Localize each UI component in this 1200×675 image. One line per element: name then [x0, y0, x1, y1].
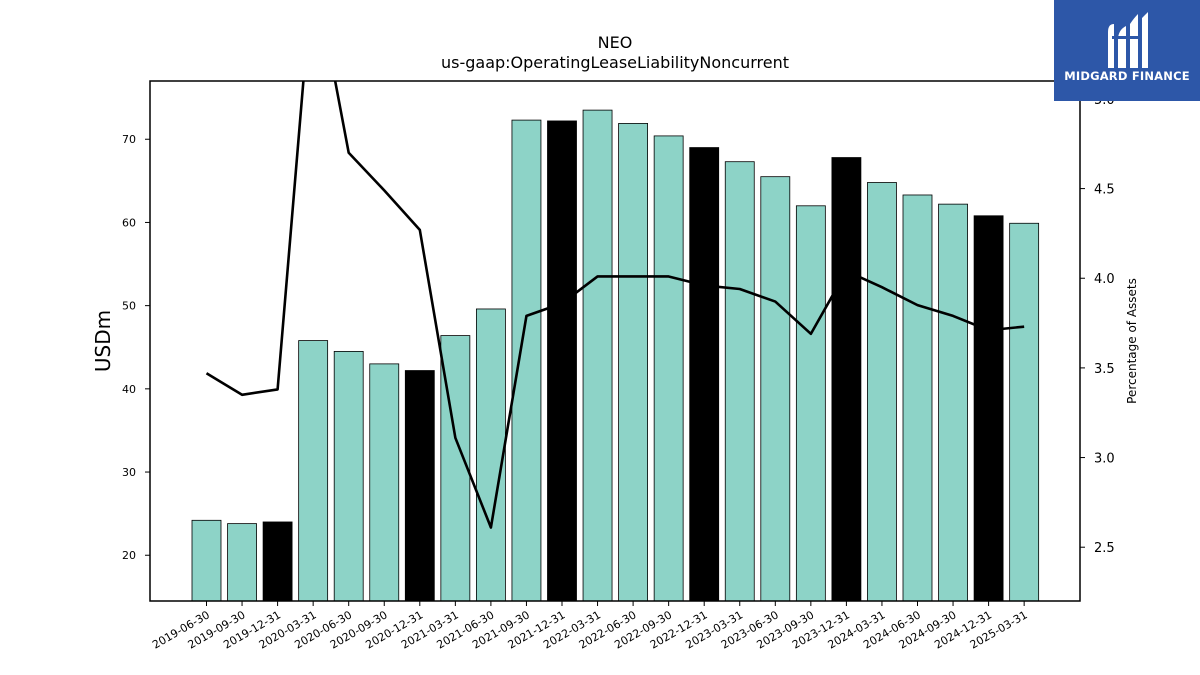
brand-logo: MIDGARD FINANCE — [1054, 0, 1200, 101]
y-tick-label: 50 — [122, 300, 136, 313]
line-group — [205, 81, 1025, 529]
bar-2024-06-30 — [902, 194, 933, 602]
bar-2022-09-30 — [653, 135, 684, 602]
bar-2020-12-31 — [404, 370, 435, 602]
bar-2025-03-31 — [1009, 222, 1040, 602]
bar-2024-09-30 — [938, 203, 968, 602]
bars-group — [191, 109, 1040, 602]
bar-2021-06-30 — [475, 308, 506, 602]
bar-2023-06-30 — [760, 176, 791, 602]
y-tick-label: 40 — [122, 383, 136, 396]
bar-2021-09-30 — [511, 119, 542, 602]
y2-axis-label: Percentage of Assets — [1125, 278, 1139, 404]
bar-2023-12-31 — [831, 157, 862, 602]
y2-tick-label: 3.0 — [1094, 452, 1115, 467]
bar-2024-12-31 — [973, 215, 1004, 602]
midgard-logo-icon — [1108, 12, 1148, 68]
bar-2021-12-31 — [547, 120, 577, 602]
chart-subtitle: us-gaap:OperatingLeaseLiabilityNoncurren… — [441, 53, 789, 72]
brand-logo-text: MIDGARD FINANCE — [1064, 69, 1190, 83]
bar-2022-06-30 — [618, 123, 648, 602]
bar-2020-03-31 — [298, 340, 329, 602]
y-tick-label: 70 — [122, 133, 136, 146]
chart-title: NEO — [598, 33, 633, 52]
bar-2019-09-30 — [227, 523, 257, 602]
bar-2020-06-30 — [333, 350, 364, 602]
y-tick-label: 60 — [122, 216, 136, 229]
bar-2023-03-31 — [724, 161, 755, 602]
y-tick-label: 30 — [122, 466, 136, 479]
y2-tick-label: 2.5 — [1094, 541, 1115, 556]
y2-tick-label: 4.0 — [1094, 272, 1115, 287]
y2-tick-label: 3.5 — [1094, 362, 1115, 377]
y-axis-left: 20 30 40 50 60 70 — [122, 133, 150, 562]
y-tick-label: 20 — [122, 549, 136, 562]
x-axis: 2019-06-302019-09-302019-12-312020-03-31… — [150, 601, 1030, 652]
bar-2022-12-31 — [689, 147, 720, 602]
line-percentage-of-assets — [205, 81, 1025, 529]
y-axis-label: USDm — [91, 310, 115, 372]
plot-frame — [149, 80, 1081, 602]
bar-2022-03-31 — [582, 109, 613, 602]
bar-2019-06-30 — [191, 519, 222, 602]
bar-2019-12-31 — [262, 521, 293, 602]
bar-2024-03-31 — [867, 182, 897, 602]
bar-2023-09-30 — [795, 205, 826, 602]
y2-tick-label: 4.5 — [1094, 183, 1115, 198]
y-axis-right: 2.53.03.54.04.55.0 — [1080, 93, 1115, 556]
bar-2020-09-30 — [369, 363, 400, 602]
